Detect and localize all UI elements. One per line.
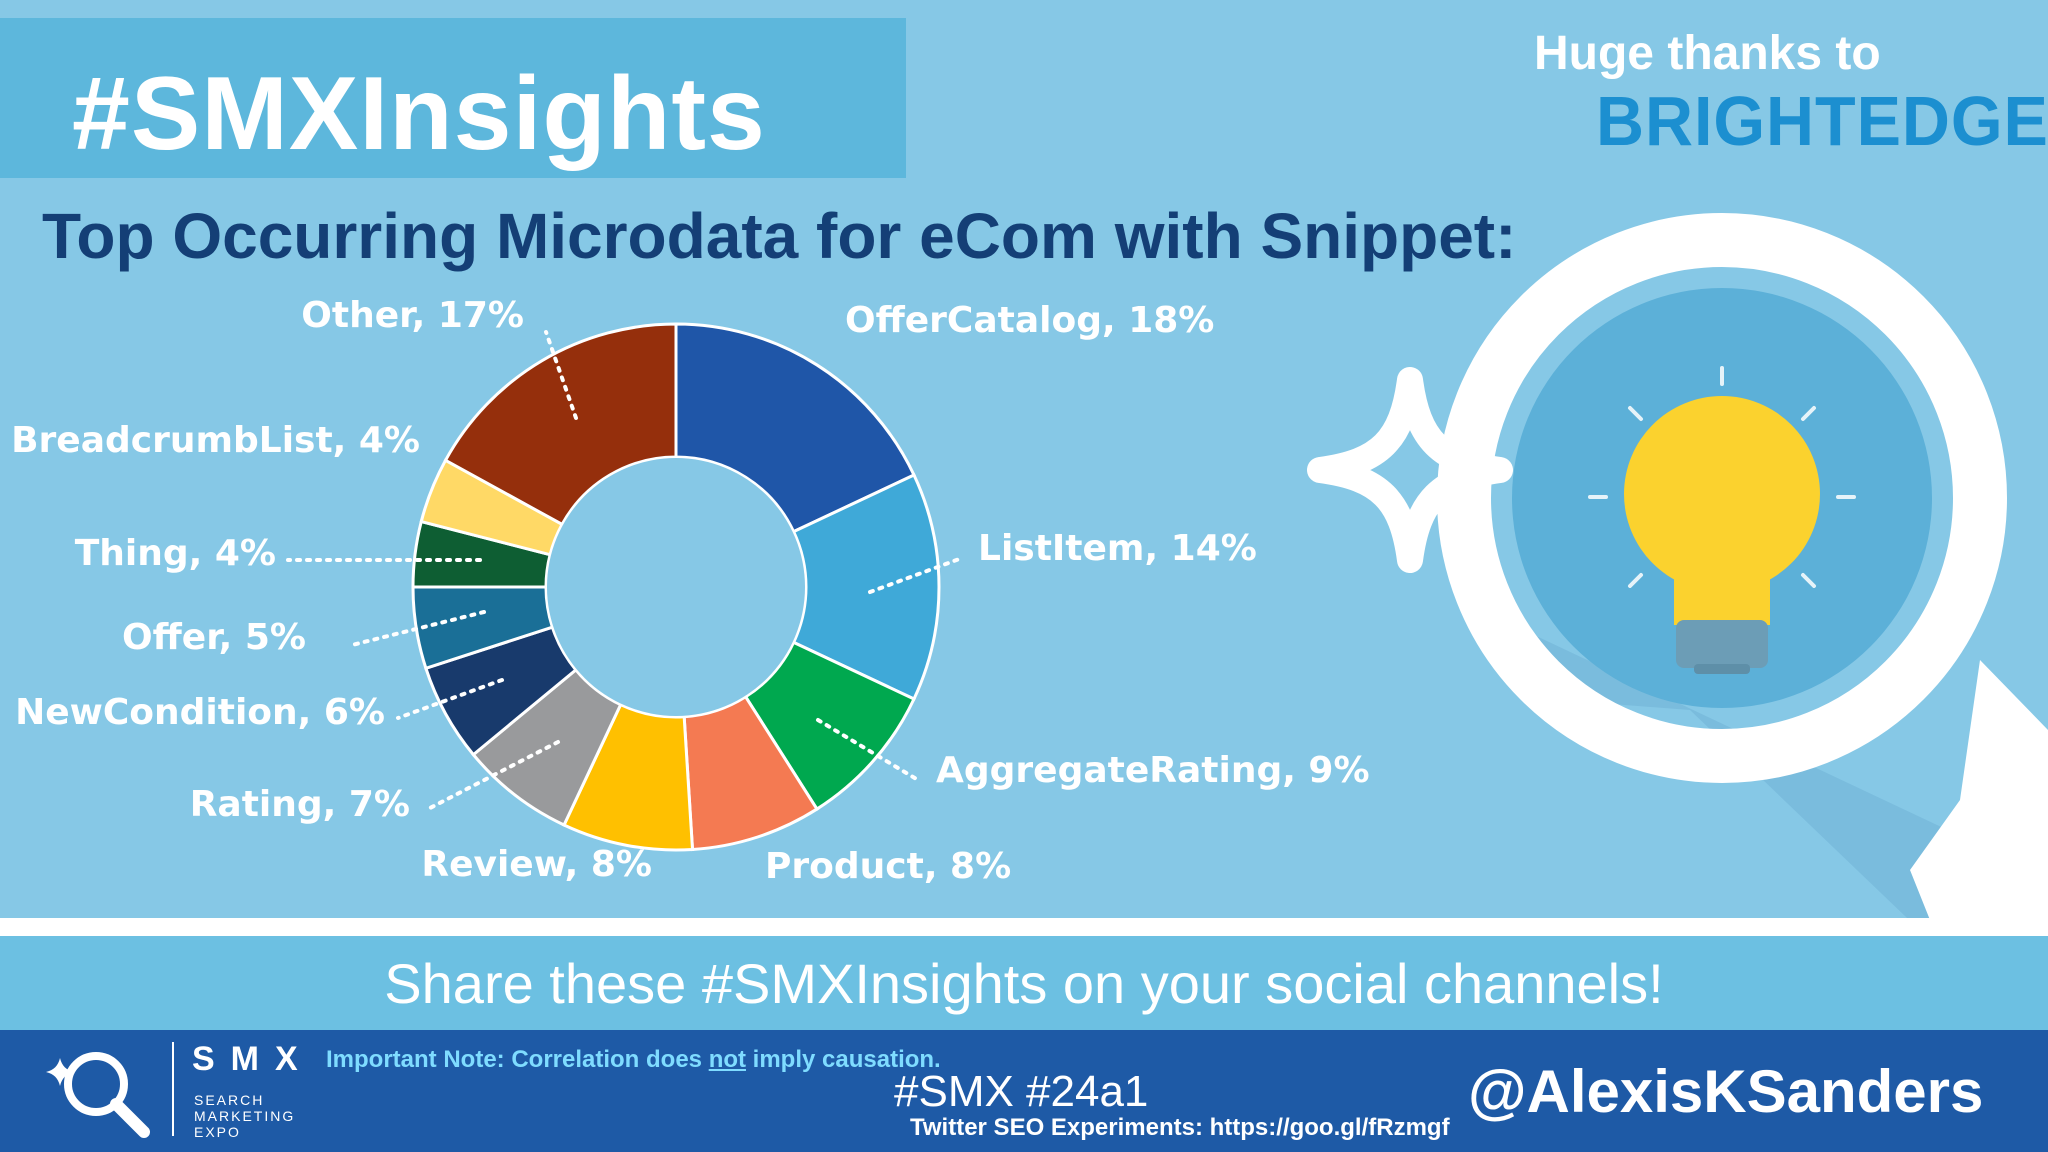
magnifier-lightbulb-icon bbox=[1437, 213, 2048, 918]
note-emphasis: not bbox=[708, 1046, 746, 1073]
label-thing: Thing, 4% bbox=[75, 533, 276, 574]
speaker-handle: @AlexisKSanders bbox=[1468, 1058, 1984, 1125]
slice-listitem bbox=[791, 473, 941, 701]
leader-listitem bbox=[868, 556, 964, 594]
label-offercatalog: OfferCatalog, 18% bbox=[845, 300, 1214, 341]
leader-newcondition bbox=[396, 678, 504, 720]
label-newcondition: NewCondition, 6% bbox=[15, 692, 385, 733]
note-text-before: Important Note: Correlation does bbox=[326, 1046, 709, 1073]
share-strip bbox=[0, 936, 2048, 1030]
slice-labels: OfferCatalog, 18% ListItem, 14% AggregateR… bbox=[11, 295, 1369, 887]
slice-other bbox=[443, 322, 678, 527]
footer-bar bbox=[0, 1030, 2048, 1152]
sparkle-icon bbox=[1307, 367, 1513, 573]
label-offer: Offer, 5% bbox=[122, 617, 306, 658]
slice-offercatalog bbox=[674, 322, 916, 534]
smx-subtitle: SEARCH MARKETING EXPO bbox=[194, 1092, 296, 1140]
correlation-note: Important Note: Correlation does not imp… bbox=[326, 1048, 941, 1072]
thanks-text: Huge thanks to bbox=[1534, 27, 1881, 80]
label-other: Other, 17% bbox=[301, 295, 524, 336]
leader-rating bbox=[428, 740, 560, 810]
leader-aggregaterating bbox=[816, 718, 920, 782]
hashtag-banner bbox=[0, 18, 906, 178]
leader-lines bbox=[286, 330, 964, 810]
label-breadcrumblist: BreadcrumbList, 4% bbox=[11, 420, 420, 461]
note-text-after: imply causation. bbox=[746, 1046, 941, 1073]
smx-magnifier-logo-icon bbox=[46, 1052, 150, 1138]
event-hashtags: #SMX #24a1 bbox=[894, 1067, 1149, 1116]
experiments-link[interactable]: Twitter SEO Experiments: https://goo.gl/… bbox=[910, 1114, 1450, 1141]
label-aggregaterating: AggregateRating, 9% bbox=[936, 750, 1370, 791]
slide-graphics: OfferCatalog, 18% ListItem, 14% AggregateR… bbox=[11, 213, 2048, 918]
label-rating: Rating, 7% bbox=[190, 784, 410, 825]
leader-offer bbox=[350, 610, 486, 647]
donut-slices bbox=[411, 322, 941, 852]
chart-title: Top Occurring Microdata for eCom with Sn… bbox=[42, 200, 1517, 272]
label-product: Product, 8% bbox=[765, 846, 1011, 887]
footer-divider bbox=[172, 1042, 174, 1136]
sponsor-logo: BRIGHTEDGE bbox=[1596, 82, 2048, 160]
section-divider bbox=[0, 918, 2048, 936]
smx-wordmark: SMX bbox=[192, 1040, 314, 1078]
donut-hole bbox=[547, 458, 805, 716]
label-listitem: ListItem, 14% bbox=[978, 528, 1257, 569]
share-text: Share these #SMXInsights on your social … bbox=[384, 952, 1664, 1015]
label-review: Review, 8% bbox=[421, 844, 652, 885]
banner-title: #SMXInsights bbox=[72, 56, 766, 172]
